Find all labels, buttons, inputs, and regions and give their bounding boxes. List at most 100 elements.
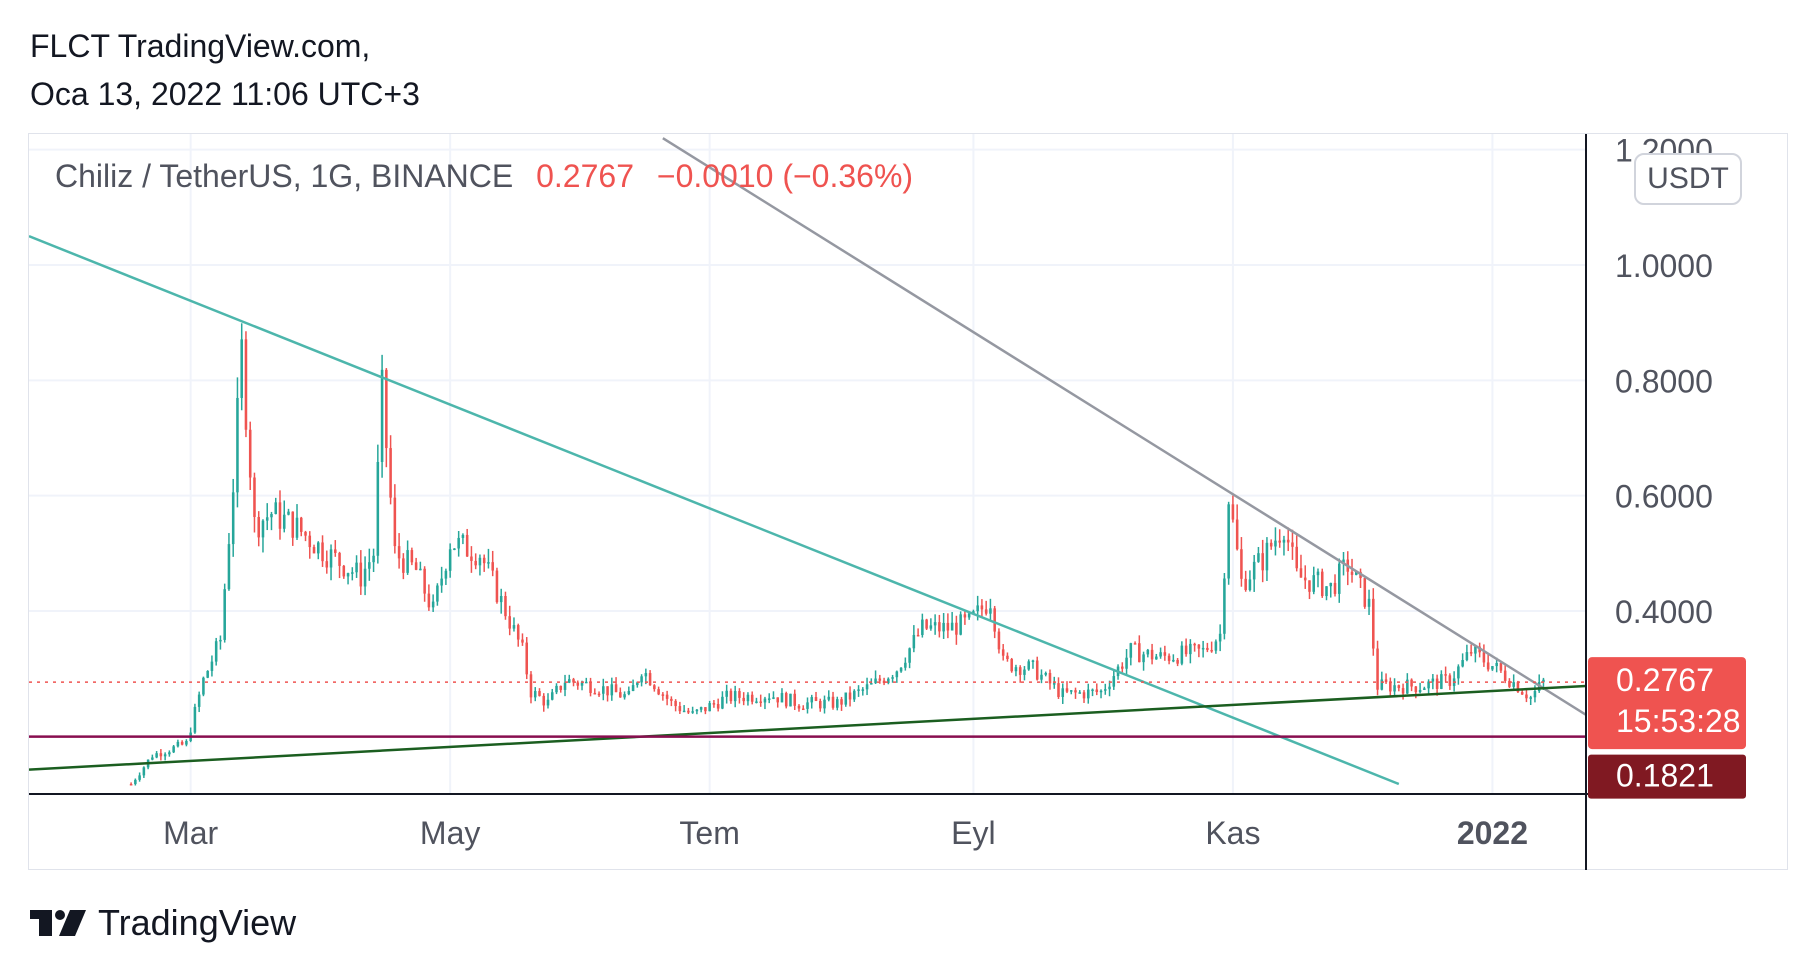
candle-body bbox=[219, 639, 222, 642]
last-price-label: 0.2767 bbox=[1616, 662, 1714, 698]
candle-body bbox=[202, 677, 205, 695]
candle-body bbox=[938, 622, 941, 632]
candle-body bbox=[1227, 504, 1230, 579]
candle-body bbox=[1172, 659, 1175, 662]
candle-body bbox=[151, 757, 154, 760]
candle-body bbox=[214, 641, 218, 662]
candle-body bbox=[1486, 662, 1490, 670]
candle-body bbox=[636, 682, 639, 686]
candle-body bbox=[1406, 679, 1409, 694]
candle-body bbox=[1252, 561, 1256, 580]
candle-body bbox=[738, 691, 741, 698]
candle-body bbox=[1218, 633, 1222, 642]
candle-body bbox=[1474, 646, 1477, 654]
candle-body bbox=[240, 339, 243, 398]
candle-body bbox=[1282, 539, 1286, 543]
candle-body bbox=[1320, 571, 1324, 597]
candle-body bbox=[950, 622, 954, 631]
candle-body bbox=[402, 558, 405, 573]
candle-body bbox=[784, 693, 788, 707]
candle-body bbox=[372, 555, 375, 563]
candle-body bbox=[1295, 546, 1298, 569]
candle-body bbox=[508, 616, 511, 629]
bar-countdown-label: 15:53:28 bbox=[1616, 703, 1741, 739]
candle-body bbox=[227, 544, 231, 590]
candle-body bbox=[759, 701, 762, 703]
candle-body bbox=[1095, 689, 1099, 692]
candle-body bbox=[831, 696, 835, 708]
candle-body bbox=[1529, 697, 1532, 699]
candle-body bbox=[308, 535, 312, 548]
candle-body bbox=[231, 492, 235, 545]
candle-body bbox=[1316, 571, 1320, 576]
candle-body bbox=[1512, 682, 1515, 687]
candle-body bbox=[1401, 688, 1405, 694]
candle-body bbox=[295, 517, 299, 538]
candle-body bbox=[1533, 691, 1537, 698]
candle-body bbox=[1244, 578, 1247, 591]
candle-body bbox=[321, 542, 324, 562]
candle-body bbox=[695, 709, 699, 712]
candle-body bbox=[478, 557, 482, 566]
candle-body bbox=[980, 605, 984, 610]
support-label: 0.1821 bbox=[1616, 758, 1714, 794]
candle-body bbox=[270, 513, 273, 518]
candle-body bbox=[334, 549, 337, 553]
candle-body bbox=[533, 691, 537, 698]
currency-button[interactable]: USDT bbox=[1634, 153, 1742, 205]
trend-lines bbox=[29, 137, 1586, 786]
candle-body bbox=[1027, 661, 1030, 670]
candle-body bbox=[895, 671, 899, 678]
candle-body bbox=[870, 683, 873, 685]
candle-body bbox=[721, 696, 724, 709]
candle-body bbox=[529, 674, 533, 698]
candle-body bbox=[248, 429, 252, 478]
candle-body bbox=[729, 690, 733, 702]
candle-body bbox=[521, 639, 524, 643]
candle-body bbox=[363, 568, 367, 587]
candle-body bbox=[1303, 577, 1307, 581]
candle-body bbox=[959, 614, 962, 635]
candle-body bbox=[1133, 643, 1137, 645]
candle-body bbox=[172, 746, 175, 753]
candle-body bbox=[1525, 694, 1528, 699]
candle-body bbox=[853, 690, 856, 700]
candle-body bbox=[351, 572, 354, 574]
candle-body bbox=[955, 622, 958, 635]
footer-brand-name: TradingView bbox=[98, 902, 297, 943]
candle-body bbox=[1499, 662, 1503, 671]
candle-body bbox=[1031, 660, 1035, 662]
candle-body bbox=[1367, 598, 1371, 607]
candle-body bbox=[801, 708, 805, 711]
candle-body bbox=[767, 698, 771, 700]
candle-body bbox=[1465, 652, 1469, 661]
candle-body bbox=[674, 700, 677, 707]
candle-body bbox=[346, 573, 350, 577]
candle-body bbox=[1312, 575, 1316, 592]
candle-body bbox=[708, 703, 711, 712]
candle-body bbox=[921, 619, 924, 636]
candle-body bbox=[1155, 656, 1158, 660]
candle-body bbox=[253, 477, 256, 517]
candle-body bbox=[984, 609, 988, 614]
candle-body bbox=[1180, 645, 1184, 664]
candle-body bbox=[1257, 553, 1260, 562]
candle-body bbox=[1261, 553, 1264, 571]
candle-body bbox=[712, 703, 716, 705]
candle-body bbox=[546, 699, 550, 706]
candle-body bbox=[457, 537, 460, 549]
candle-body bbox=[1052, 683, 1056, 685]
candle-body bbox=[967, 613, 971, 618]
candle-body bbox=[236, 397, 239, 493]
x-tick-label: May bbox=[420, 815, 480, 851]
candle-body bbox=[648, 673, 652, 686]
candle-body bbox=[840, 699, 843, 705]
last-price-label-bg bbox=[1588, 657, 1746, 750]
candle-body bbox=[278, 502, 282, 529]
candle-body bbox=[1503, 670, 1507, 681]
candle-body bbox=[1176, 659, 1179, 664]
candle-body bbox=[1082, 692, 1086, 699]
chart-frame[interactable] bbox=[28, 133, 1788, 870]
candle-body bbox=[691, 711, 694, 713]
